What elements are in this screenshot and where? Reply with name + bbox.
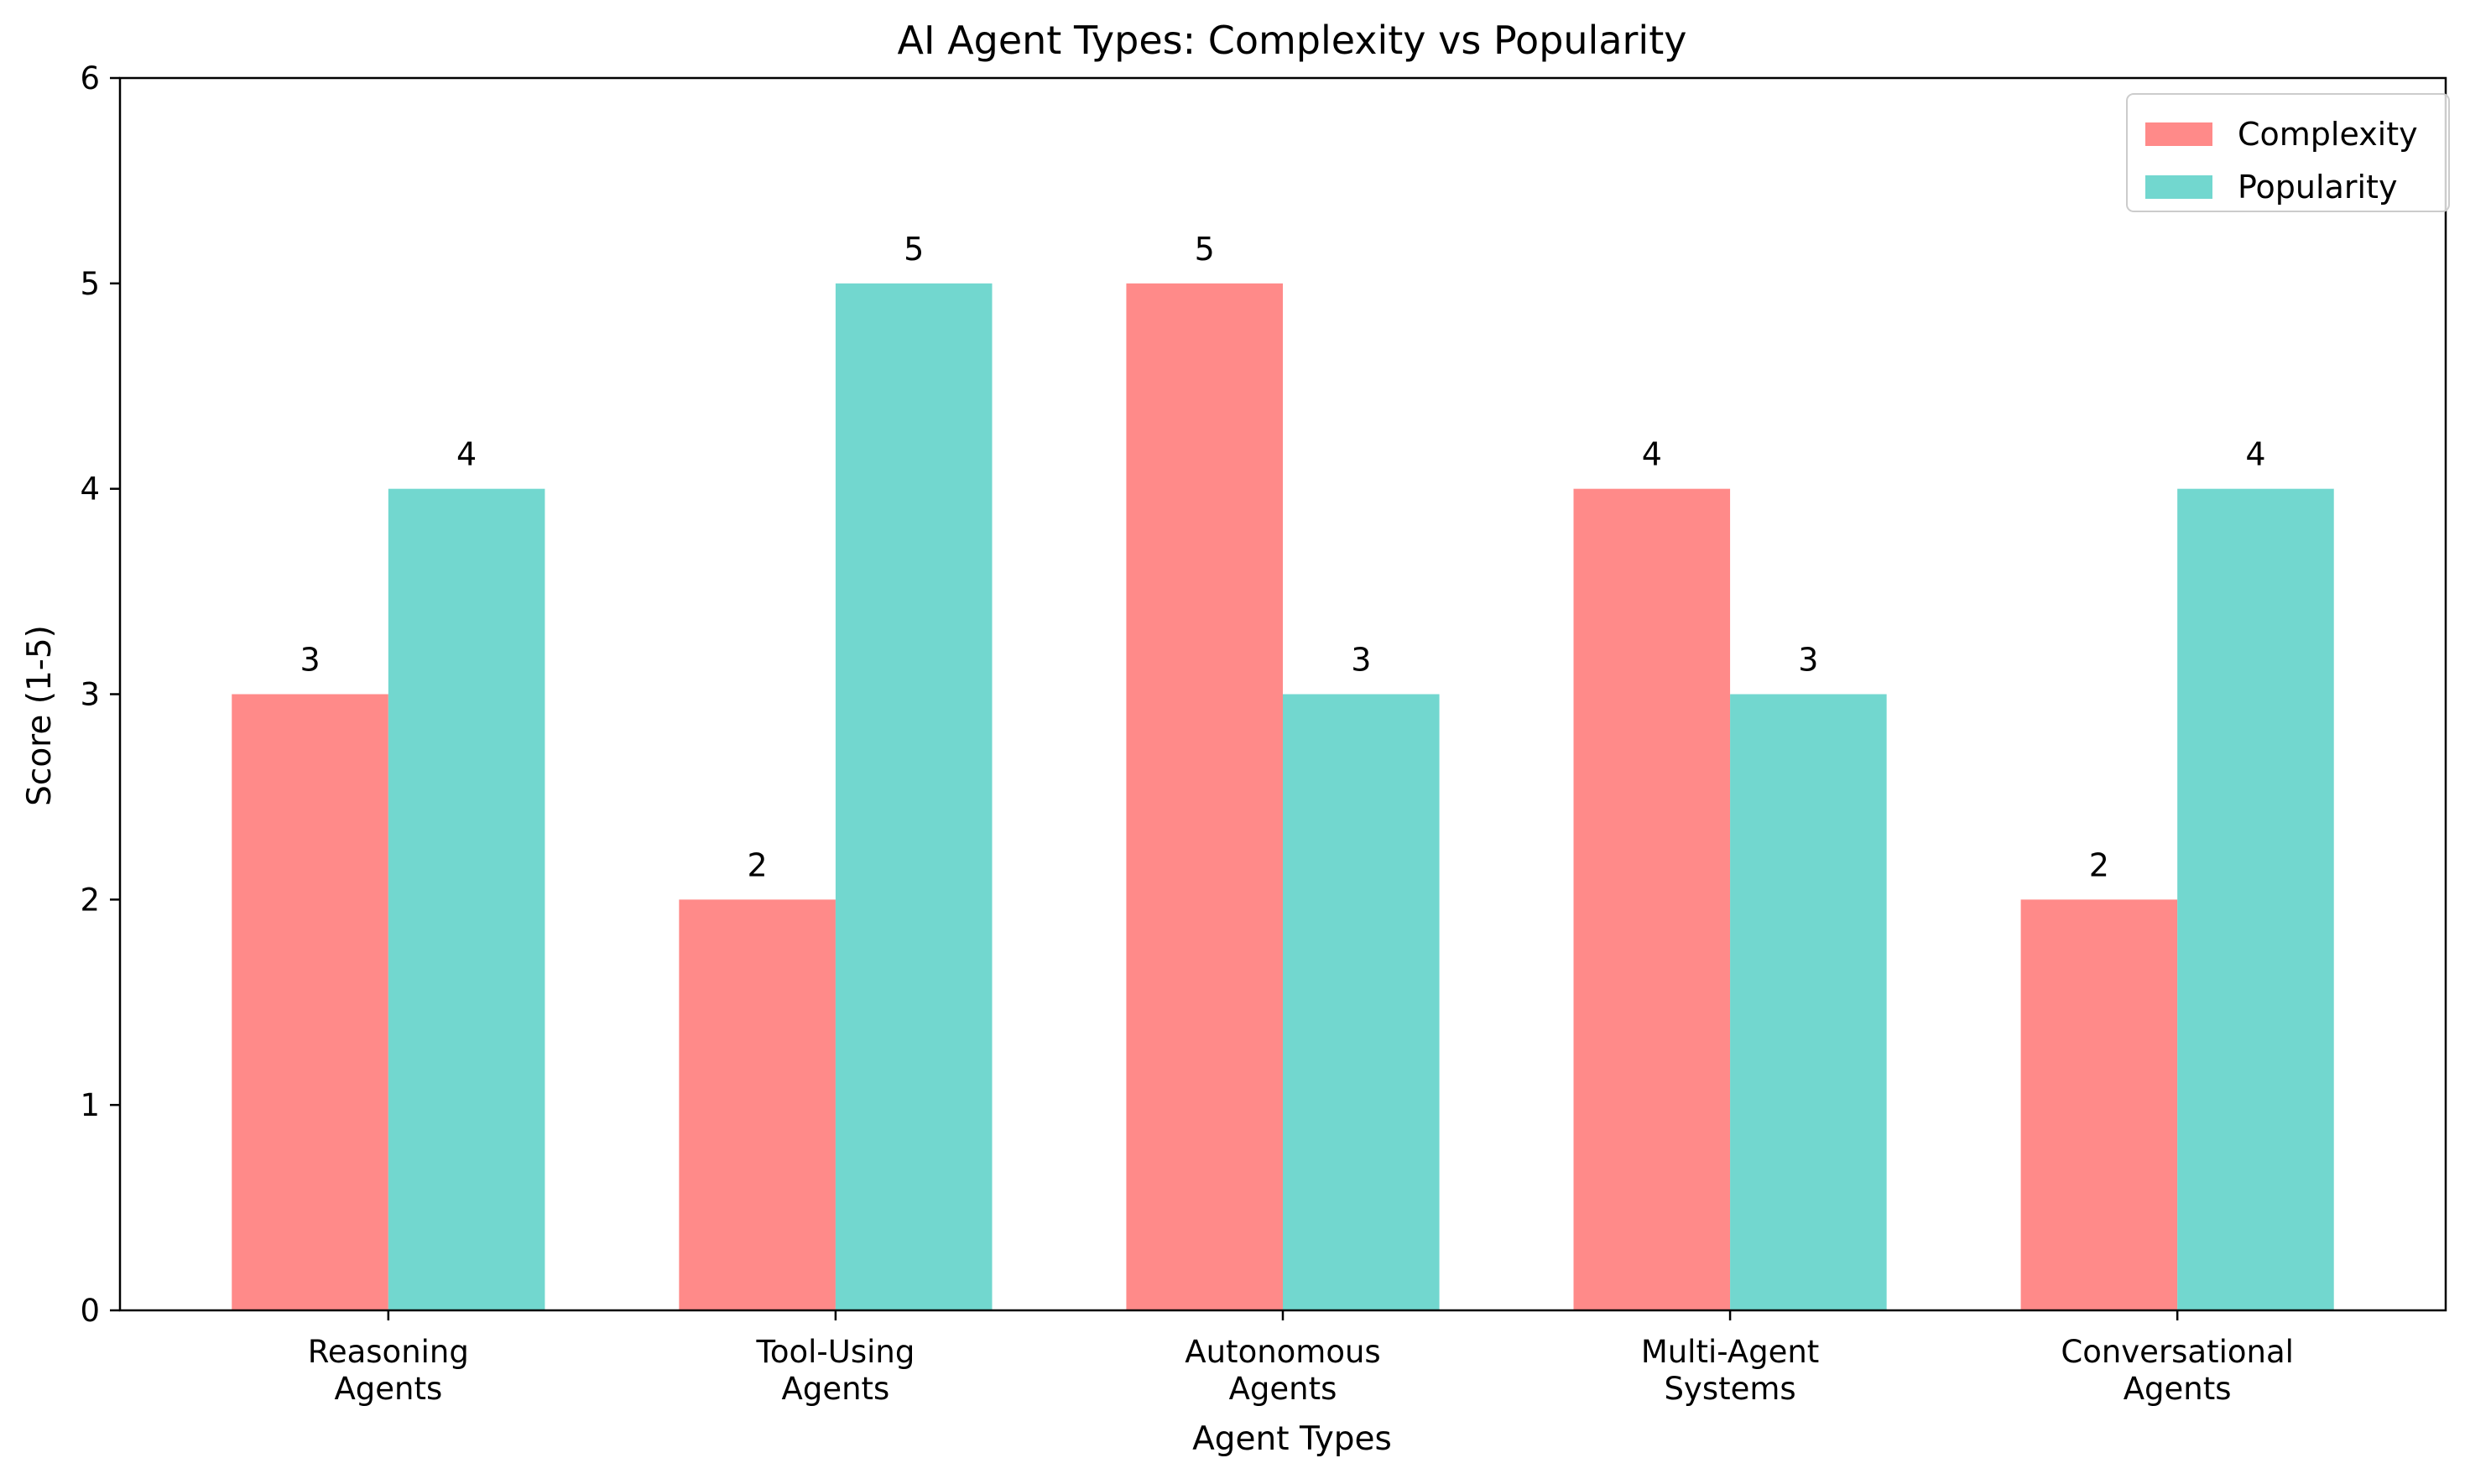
y-tick-label: 5: [80, 266, 100, 302]
bar-popularity: [1283, 694, 1440, 1310]
bar-complexity: [1573, 488, 1731, 1310]
bar-complexity: [1126, 283, 1283, 1310]
y-tick-label: 4: [80, 471, 100, 508]
data-label-complexity: 2: [748, 846, 768, 883]
bar-complexity: [232, 694, 388, 1310]
data-label-popularity: 5: [904, 231, 924, 268]
bar-popularity: [835, 283, 993, 1310]
y-axis: 0 1 2 3 4 5 6: [80, 60, 120, 1329]
bar-popularity: [388, 488, 545, 1310]
chart-title: AI Agent Types: Complexity vs Popularity: [898, 18, 1687, 63]
data-label-complexity: 3: [300, 642, 320, 679]
data-label-popularity: 3: [1798, 642, 1818, 679]
data-label-complexity: 4: [1642, 436, 1662, 473]
legend-swatch: [2145, 175, 2212, 199]
data-label-popularity: 3: [1351, 642, 1371, 679]
data-label-popularity: 4: [2245, 436, 2265, 473]
x-tick-label: Conversational Agents: [2061, 1334, 2294, 1407]
y-tick-label: 3: [80, 677, 100, 713]
y-tick-label: 2: [80, 882, 100, 918]
legend-label: Complexity: [2238, 116, 2418, 153]
x-axis: Reasoning Agents Tool-Using Agents Autonomou…: [308, 1310, 2294, 1407]
bar-popularity: [2177, 488, 2334, 1310]
bar-complexity: [2020, 899, 2178, 1310]
x-tick-label: Multi-Agent Systems: [1641, 1334, 1820, 1407]
legend-swatch: [2145, 122, 2212, 146]
bar-popularity: [1730, 694, 1887, 1310]
x-tick-label: Reasoning Agents: [308, 1334, 469, 1407]
data-labels-layer: 3 2 5 4 2 4 5 3 3 4: [300, 231, 2265, 884]
data-label-complexity: 2: [2089, 846, 2109, 883]
legend-label: Popularity: [2238, 169, 2397, 206]
legend: Complexity Popularity: [2126, 93, 2450, 212]
x-axis-label: Agent Types: [1192, 1420, 1392, 1458]
y-tick-label: 0: [80, 1293, 100, 1329]
x-tick-label: Tool-Using Agents: [756, 1334, 915, 1407]
y-tick-label: 6: [80, 60, 100, 96]
y-tick-label: 1: [80, 1087, 100, 1123]
bar-complexity: [679, 899, 836, 1310]
bars-layer: [232, 283, 2334, 1310]
y-axis-label: Score (1-5): [21, 625, 59, 806]
x-tick-label: Autonomous Agents: [1185, 1334, 1380, 1407]
data-label-complexity: 5: [1195, 231, 1215, 268]
data-label-popularity: 4: [456, 436, 477, 473]
